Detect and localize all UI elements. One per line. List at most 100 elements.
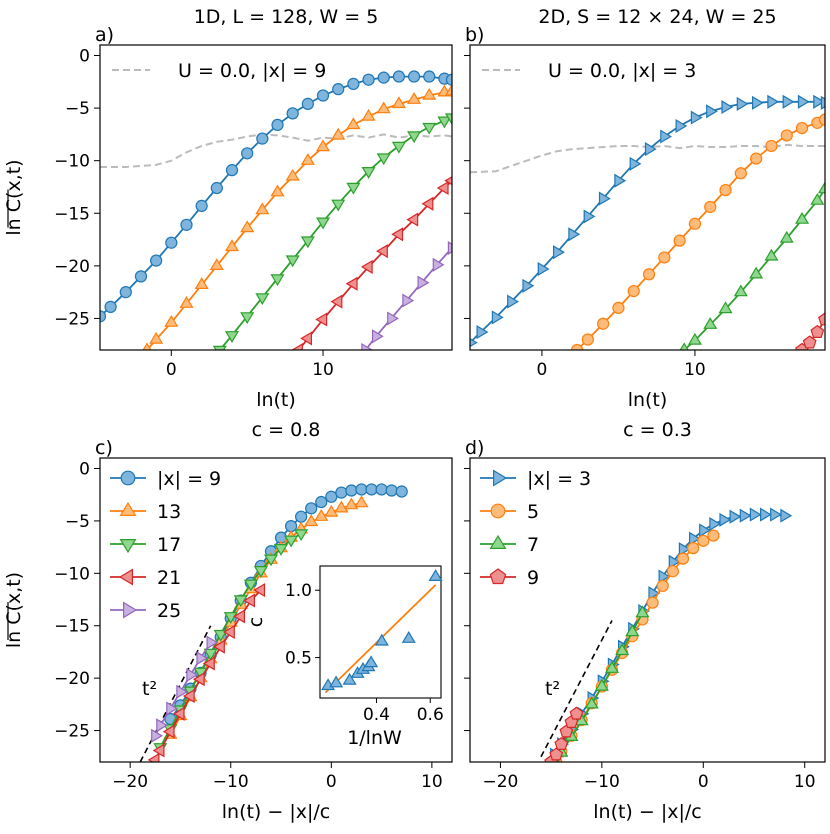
- x-axis-label: ln(t) − |x|/c: [593, 801, 702, 823]
- data-point: [240, 220, 255, 233]
- data-point: [361, 108, 376, 121]
- data-point: [795, 121, 809, 135]
- data-point: [795, 211, 810, 224]
- legend-label: 21: [157, 567, 181, 589]
- data-point: [372, 329, 384, 344]
- legend-marker: [490, 503, 506, 519]
- data-point: [300, 236, 315, 249]
- y-tick-label: −20: [54, 669, 90, 689]
- legend-label: U = 0.0, |x| = 3: [548, 60, 696, 82]
- data-point: [421, 196, 434, 211]
- data-point: [196, 651, 209, 666]
- data-point: [335, 486, 348, 499]
- data-point: [604, 661, 620, 673]
- data-point: [596, 317, 610, 330]
- data-point: [765, 139, 778, 153]
- data-point: [423, 70, 436, 83]
- data-point: [233, 609, 245, 624]
- x-tick-label: 0: [698, 772, 709, 792]
- series-orange: [142, 83, 452, 350]
- panel-title: c = 0.3: [623, 419, 692, 441]
- data-point: [445, 73, 452, 86]
- data-point: [733, 284, 748, 297]
- data-point: [729, 509, 742, 524]
- data-point: [709, 517, 722, 532]
- inset-point: [428, 569, 443, 582]
- data-point: [213, 629, 228, 642]
- data-point: [104, 300, 117, 314]
- data-point: [402, 293, 415, 308]
- data-point: [316, 89, 330, 102]
- data-point: [644, 142, 657, 157]
- data-point: [770, 507, 782, 522]
- axes-frame: [469, 457, 826, 763]
- data-point: [182, 688, 195, 703]
- series-red: [795, 312, 825, 350]
- panel-d: −20 −10 0 10 c = 0.3 d) ln(t) − |x|/c |x| = 3 5 7…: [464, 419, 826, 823]
- data-point: [243, 579, 258, 592]
- data-point: [721, 100, 734, 115]
- data-point: [334, 500, 349, 513]
- data-point: [690, 110, 703, 125]
- data-point: [687, 332, 702, 345]
- data-point: [156, 718, 168, 733]
- x-tick-label: 10: [684, 360, 706, 380]
- panel-label: b): [465, 24, 484, 46]
- data-point: [362, 73, 375, 86]
- data-point: [642, 268, 656, 281]
- data-point: [180, 218, 193, 231]
- data-point: [407, 131, 422, 144]
- data-point: [225, 164, 239, 177]
- data-point: [223, 612, 238, 624]
- data-point: [376, 101, 391, 114]
- legend-label: 7: [527, 534, 539, 556]
- inset-y-label: c: [245, 617, 267, 627]
- data-point: [304, 514, 319, 527]
- data-point: [818, 312, 825, 326]
- data-point: [584, 696, 599, 709]
- series-blue: [100, 70, 452, 323]
- data-point: [387, 311, 399, 326]
- data-point: [119, 286, 132, 299]
- data-point: [305, 502, 318, 515]
- data-point: [213, 639, 225, 654]
- data-point: [149, 331, 164, 344]
- x-tick-label: 10: [421, 772, 443, 792]
- x-tick-label: −10: [213, 772, 249, 792]
- data-point: [243, 593, 255, 608]
- x-tick-label: 10: [794, 772, 816, 792]
- data-point: [648, 586, 661, 601]
- data-point: [151, 728, 163, 743]
- data-point: [646, 596, 659, 609]
- y-tick-label: −25: [54, 722, 90, 742]
- data-point: [407, 70, 421, 83]
- x-tick-label: 0: [166, 360, 177, 380]
- data-point: [522, 278, 535, 293]
- data-point: [697, 534, 710, 547]
- data-point: [285, 255, 300, 268]
- data-point: [598, 191, 611, 206]
- data-point: [301, 97, 314, 111]
- inset-point: [364, 655, 379, 668]
- data-point: [660, 129, 672, 144]
- data-point: [764, 248, 779, 261]
- data-point: [255, 202, 270, 215]
- x-tick-label: −20: [482, 772, 518, 792]
- data-point: [635, 605, 650, 618]
- legend-label: 5: [527, 501, 539, 523]
- data-point: [331, 199, 346, 212]
- data-point: [241, 147, 254, 160]
- legend-label: U = 0.0, |x| = 9: [178, 60, 326, 82]
- data-point: [782, 94, 795, 109]
- inset-point: [342, 672, 357, 685]
- data-point: [240, 312, 255, 324]
- data-point: [810, 324, 825, 338]
- x-axis-label: ln(t) − |x|/c: [222, 801, 331, 823]
- data-point: [612, 301, 625, 315]
- series-line: [470, 100, 825, 344]
- inset-x-label: 1/lnW: [347, 727, 402, 749]
- data-point: [179, 296, 194, 308]
- t2-annotation: t²: [142, 678, 157, 700]
- data-point: [568, 227, 581, 242]
